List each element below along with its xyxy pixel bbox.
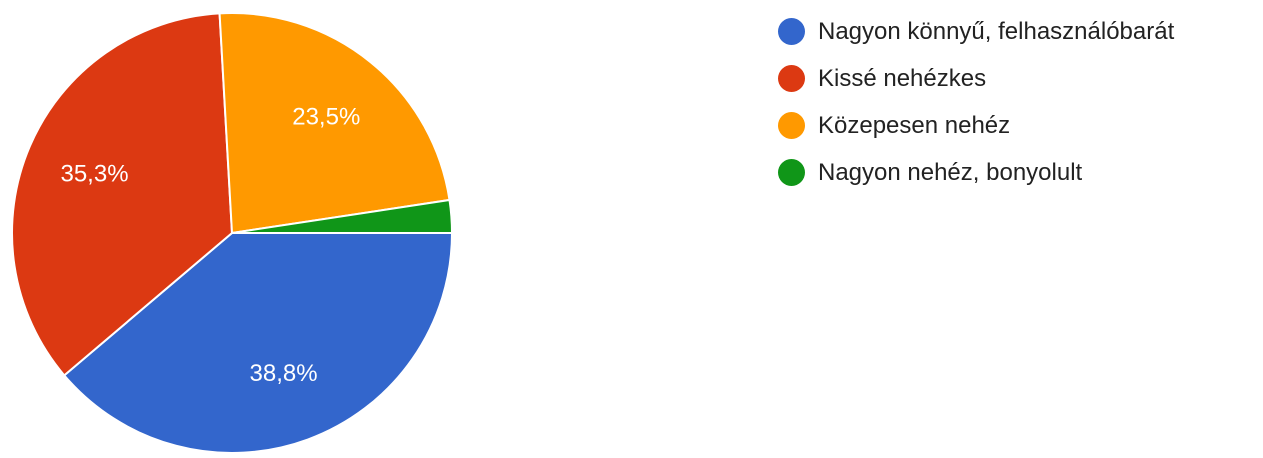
pie-slice: [62, 232, 454, 454]
legend-item: Kissé nehézkes: [778, 55, 1174, 102]
pie-slice-labels: 38,8% 35,3% 23,5%: [60, 103, 360, 387]
pie-slice-label: 35,3%: [60, 161, 128, 188]
legend-item: Nagyon könnyű, felhasználóbarát: [778, 8, 1174, 55]
legend-label: Közepesen nehéz: [818, 111, 1011, 139]
legend-swatch: [778, 159, 805, 186]
legend-label: Nagyon nehéz, bonyolult: [818, 158, 1083, 186]
pie-chart: 38,8% 35,3% 23,5%: [11, 11, 454, 454]
pie-slice-label: 23,5%: [292, 103, 360, 130]
pie-slice: [218, 11, 451, 235]
legend-item: Közepesen nehéz: [778, 102, 1174, 149]
legend-swatch: [778, 112, 805, 139]
legend-label: Nagyon könnyű, felhasználóbarát: [818, 17, 1175, 45]
pie-slice: [231, 198, 454, 234]
pie-slice: [11, 12, 234, 377]
pie-slices: [11, 11, 454, 454]
legend: Nagyon könnyű, felhasználóbarát Kissé ne…: [778, 8, 1174, 196]
legend-swatch: [778, 18, 805, 45]
pie-slice-label: 38,8%: [250, 360, 318, 387]
legend-swatch: [778, 65, 805, 92]
legend-item: Nagyon nehéz, bonyolult: [778, 149, 1174, 196]
legend-label: Kissé nehézkes: [818, 64, 987, 92]
